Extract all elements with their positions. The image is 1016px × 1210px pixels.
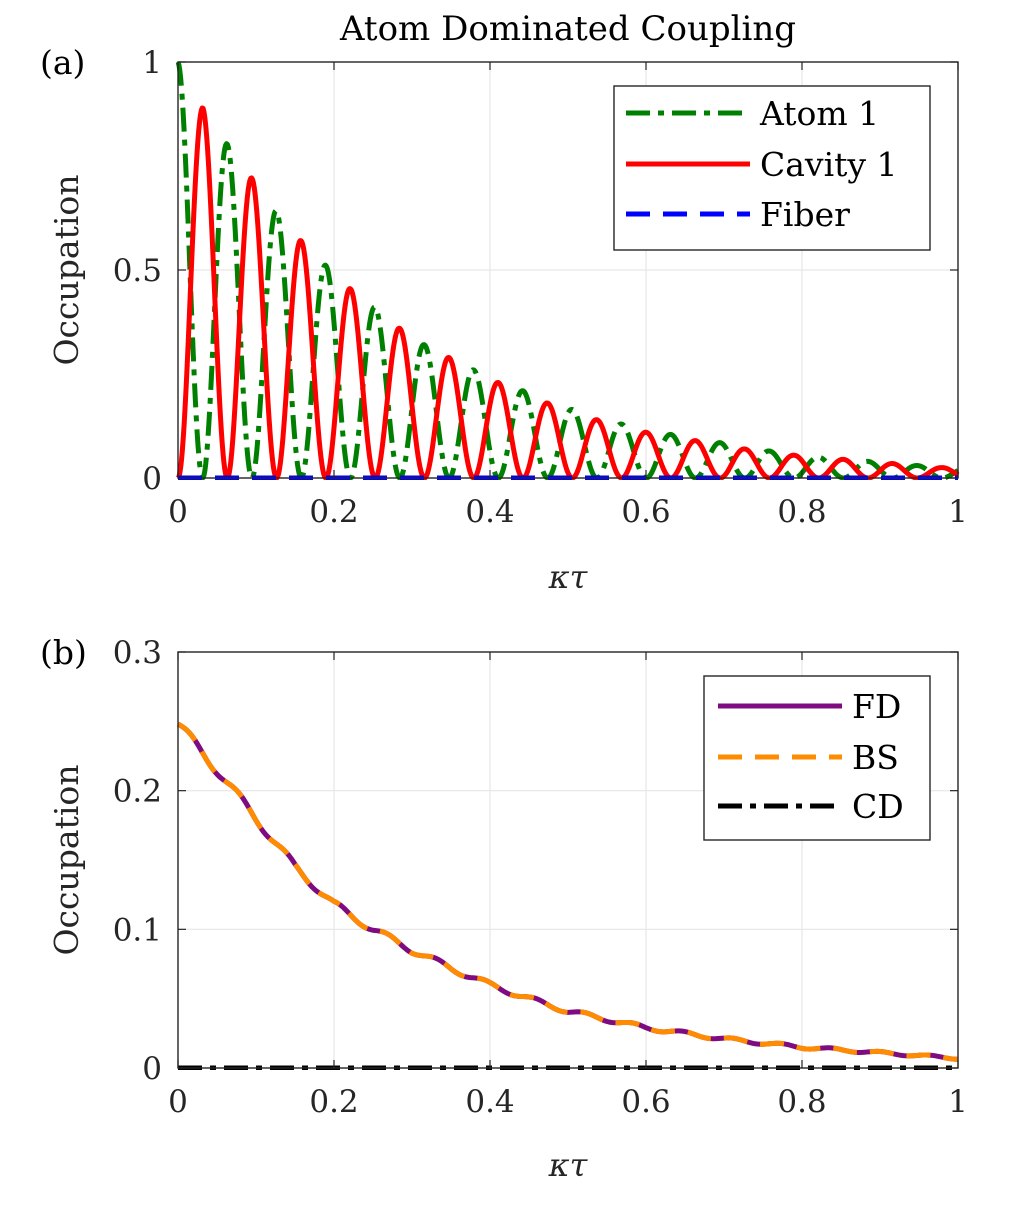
y-tick-label: 0.5 [113,253,162,289]
legend-label: Atom 1 [759,94,879,133]
legend: Atom 1 Cavity 1 Fiber [613,85,931,251]
chart-title: Atom Dominated Coupling [339,9,796,49]
legend-label: BS [852,738,899,777]
legend-label: CD [852,787,904,826]
legend-box [613,85,931,251]
x-tick-label: 1 [948,1084,968,1120]
x-tick-label: 0.4 [465,494,514,530]
x-tick-label: 0.6 [621,494,670,530]
x-tick-label: 0.2 [309,1084,358,1120]
y-tick-label: 0 [142,461,162,497]
y-axis-label: Occupation [47,764,86,955]
y-tick-label: 0.3 [113,635,162,671]
legend-label: Cavity 1 [760,145,898,184]
x-axis-label: κτ [548,1146,589,1184]
x-tick-label: 0.4 [465,1084,514,1120]
panel-0: 0 0.2 0.4 0.6 0.8 1 0 0.5 1 κτ Occupation Atom Domi… [40,9,968,596]
y-tick-label: 0.2 [113,774,162,810]
x-tick-label: 0 [168,494,188,530]
panel-1: 0 0.2 0.4 0.6 0.8 1 0 0.1 0.2 0.3 κτ Occupation (b) F… [40,633,968,1184]
panel-tag: (a) [40,43,85,82]
x-tick-label: 0.2 [309,494,358,530]
x-tick-label: 0.6 [621,1084,670,1120]
x-tick-label: 0.8 [777,494,826,530]
series-line-atom-1 [176,61,960,480]
legend-label: Fiber [760,195,850,234]
y-tick-label: 0 [142,1051,162,1087]
legend-label: FD [852,687,901,726]
series-line-cavity-1 [176,105,960,480]
y-tick-label: 1 [142,45,162,81]
x-tick-label: 1 [948,494,968,530]
plot-area-frame [177,651,959,1069]
y-tick-label: 0.1 [113,912,162,948]
y-axis-label: Occupation [47,174,86,365]
x-axis-label: κτ [548,558,589,596]
panel-tag: (b) [40,633,87,672]
series-line-bs [176,721,959,1062]
x-tick-label: 0 [168,1084,188,1120]
x-tick-label: 0.8 [777,1084,826,1120]
legend: FD BS CD [703,675,931,841]
